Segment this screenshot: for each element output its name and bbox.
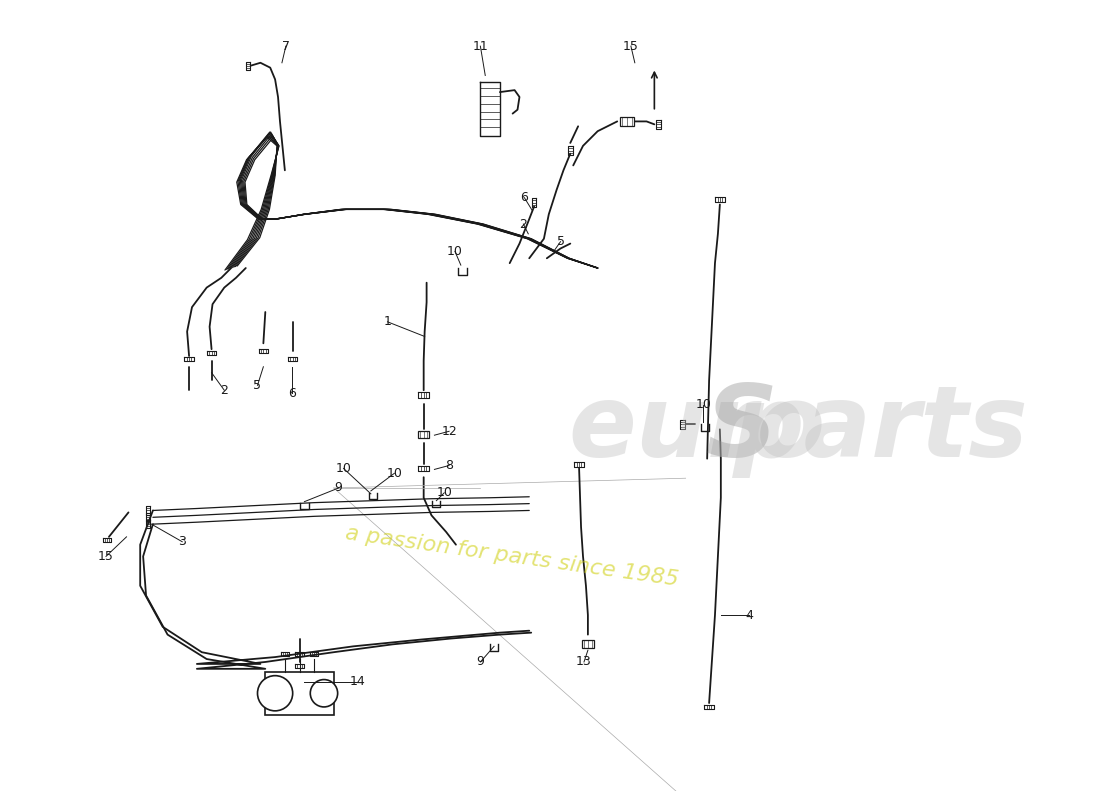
Text: 10: 10 <box>386 467 403 480</box>
Text: 6: 6 <box>288 386 296 400</box>
Text: 10: 10 <box>695 398 712 411</box>
Text: 5: 5 <box>253 379 262 392</box>
Text: 10: 10 <box>437 486 452 499</box>
Text: 1: 1 <box>384 315 392 328</box>
Text: 2: 2 <box>519 218 527 230</box>
Text: 7: 7 <box>282 40 289 53</box>
Text: 9: 9 <box>476 655 484 669</box>
Text: euro: euro <box>569 381 826 478</box>
Bar <box>620 117 634 126</box>
Text: 10: 10 <box>447 245 463 258</box>
Text: 8: 8 <box>446 459 453 472</box>
Bar <box>582 641 594 648</box>
Text: 9: 9 <box>334 482 342 494</box>
Text: 5: 5 <box>557 235 564 248</box>
Text: 2: 2 <box>220 384 228 397</box>
Text: 3: 3 <box>178 535 186 548</box>
Text: 10: 10 <box>336 462 352 475</box>
Circle shape <box>310 679 338 707</box>
Text: 15: 15 <box>98 550 114 563</box>
Text: 6: 6 <box>520 191 528 204</box>
Text: 14: 14 <box>350 675 365 688</box>
Text: 11: 11 <box>473 40 488 53</box>
Bar <box>418 430 429 438</box>
Text: 13: 13 <box>576 655 592 669</box>
Circle shape <box>257 676 293 711</box>
Text: 15: 15 <box>623 40 639 53</box>
Text: a passion for parts since 1985: a passion for parts since 1985 <box>343 523 680 590</box>
Text: 4: 4 <box>745 609 754 622</box>
Text: 12: 12 <box>441 425 456 438</box>
Text: parts: parts <box>733 381 1028 478</box>
Bar <box>265 672 333 714</box>
Text: S: S <box>705 381 778 478</box>
